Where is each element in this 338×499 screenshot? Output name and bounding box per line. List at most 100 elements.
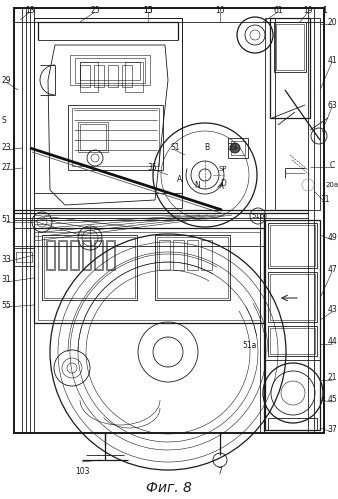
- Text: 39: 39: [227, 144, 237, 153]
- Text: 20: 20: [327, 17, 337, 26]
- Text: A: A: [177, 175, 183, 184]
- Bar: [265, 220, 320, 430]
- Bar: [42, 235, 137, 300]
- Bar: [75, 58, 145, 83]
- Text: 51a: 51a: [243, 340, 257, 349]
- Bar: [34, 228, 264, 323]
- Text: SP: SP: [219, 166, 227, 172]
- Bar: [34, 18, 182, 208]
- Text: 63: 63: [327, 100, 337, 109]
- Text: 7: 7: [218, 468, 222, 477]
- Text: D: D: [220, 179, 226, 188]
- Text: 51: 51: [1, 216, 11, 225]
- Bar: [46, 240, 55, 270]
- Text: 33: 33: [1, 255, 11, 264]
- Bar: [173, 240, 184, 270]
- Text: Фиг. 8: Фиг. 8: [146, 481, 192, 495]
- Bar: [276, 24, 304, 70]
- Text: 51b: 51b: [251, 213, 265, 219]
- Bar: [58, 240, 67, 270]
- Bar: [59, 241, 66, 269]
- Bar: [80, 65, 90, 87]
- Bar: [95, 241, 102, 269]
- Bar: [68, 105, 163, 170]
- Text: 31: 31: [1, 275, 11, 284]
- Bar: [47, 241, 54, 269]
- Text: C: C: [329, 161, 335, 170]
- Bar: [16, 252, 32, 262]
- Bar: [270, 225, 315, 266]
- Bar: [125, 62, 143, 92]
- Bar: [38, 232, 260, 320]
- Text: N: N: [194, 181, 200, 190]
- Text: 15: 15: [143, 5, 153, 14]
- Text: 61: 61: [273, 5, 283, 14]
- Text: B: B: [204, 143, 210, 152]
- Bar: [78, 122, 108, 152]
- Bar: [83, 241, 90, 269]
- Text: 29: 29: [1, 75, 11, 84]
- Bar: [94, 65, 104, 87]
- Bar: [82, 240, 91, 270]
- Bar: [268, 223, 317, 268]
- Text: 43: 43: [327, 305, 337, 314]
- Circle shape: [230, 143, 240, 153]
- Bar: [107, 241, 114, 269]
- Bar: [70, 240, 79, 270]
- Bar: [71, 241, 78, 269]
- Text: 45: 45: [327, 396, 337, 405]
- Bar: [70, 55, 150, 85]
- Bar: [72, 108, 159, 166]
- Bar: [106, 240, 115, 270]
- Bar: [14, 228, 34, 246]
- Bar: [157, 237, 228, 298]
- Text: 10: 10: [215, 5, 225, 14]
- Text: 103: 103: [75, 468, 89, 477]
- Bar: [14, 248, 34, 266]
- Bar: [122, 65, 132, 87]
- Bar: [201, 240, 212, 270]
- Text: 55: 55: [1, 300, 11, 309]
- Bar: [14, 8, 324, 433]
- Text: 37: 37: [327, 426, 337, 435]
- Bar: [80, 124, 106, 150]
- Bar: [268, 418, 317, 430]
- Text: 35: 35: [147, 164, 157, 173]
- Bar: [270, 18, 310, 118]
- Text: 11: 11: [320, 196, 330, 205]
- Bar: [159, 240, 170, 270]
- Bar: [270, 274, 315, 320]
- Bar: [34, 18, 182, 193]
- Text: 23: 23: [1, 144, 11, 153]
- Bar: [44, 237, 135, 298]
- Bar: [265, 18, 320, 210]
- Text: S1: S1: [170, 144, 180, 153]
- Text: 21: 21: [327, 373, 337, 383]
- Text: 25: 25: [90, 5, 100, 14]
- Bar: [274, 22, 306, 72]
- Bar: [80, 62, 98, 92]
- Bar: [308, 8, 324, 433]
- Text: 44: 44: [327, 337, 337, 346]
- Bar: [228, 138, 248, 158]
- Bar: [270, 328, 315, 354]
- Bar: [231, 141, 245, 155]
- Bar: [268, 272, 317, 322]
- Text: 1: 1: [323, 5, 328, 14]
- Bar: [94, 240, 103, 270]
- Bar: [155, 235, 230, 300]
- Bar: [14, 8, 324, 22]
- Text: 19: 19: [303, 5, 313, 14]
- Text: 27: 27: [1, 164, 11, 173]
- Bar: [34, 228, 264, 246]
- Text: 49: 49: [327, 234, 337, 243]
- Text: 41: 41: [327, 55, 337, 64]
- Bar: [14, 8, 34, 433]
- Text: 15: 15: [143, 5, 153, 14]
- Text: 47: 47: [327, 265, 337, 274]
- Text: 13: 13: [25, 5, 35, 14]
- Text: S: S: [2, 115, 6, 124]
- Bar: [268, 326, 317, 356]
- Bar: [187, 240, 198, 270]
- Bar: [80, 62, 140, 80]
